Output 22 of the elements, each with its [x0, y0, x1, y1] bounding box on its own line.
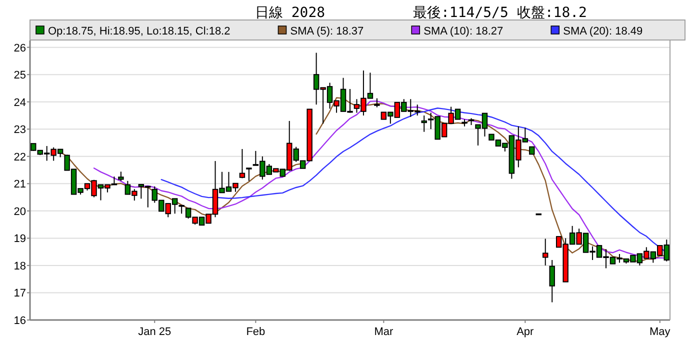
y-tick-label: 21: [14, 178, 26, 191]
y-tick-label: 22: [14, 151, 26, 164]
y-tick-label: 25: [14, 70, 26, 82]
y-tick-label: 23: [14, 124, 26, 136]
legend-label: SMA (5): 18.37: [290, 26, 364, 38]
x-tick-label: Mar: [374, 326, 394, 338]
y-tick-label: 26: [14, 42, 26, 54]
y-tick-label: 19: [14, 233, 26, 246]
chart-subtitle: 最後:114/5/5 收盤:18.2: [412, 5, 588, 21]
x-tick-label: May: [650, 326, 671, 338]
x-tick-label: Jan 25: [138, 326, 172, 338]
y-tick-label: 20: [14, 206, 26, 218]
y-tick-label: 18: [14, 260, 26, 272]
legend-label: SMA (10): 18.27: [424, 26, 504, 38]
chart-title: 日線 2028: [254, 5, 326, 21]
y-tick-label: 16: [14, 315, 26, 327]
y-tick-label: 17: [14, 288, 26, 300]
x-tick-label: Feb: [246, 326, 266, 338]
y-tick-label: 24: [14, 96, 26, 109]
legend-label: SMA (20): 18.49: [563, 26, 643, 38]
legend-label: Op:18.75, Hi:18.95, Lo:18.15, Cl:18.2: [48, 26, 230, 38]
x-tick-label: Apr: [516, 326, 534, 338]
